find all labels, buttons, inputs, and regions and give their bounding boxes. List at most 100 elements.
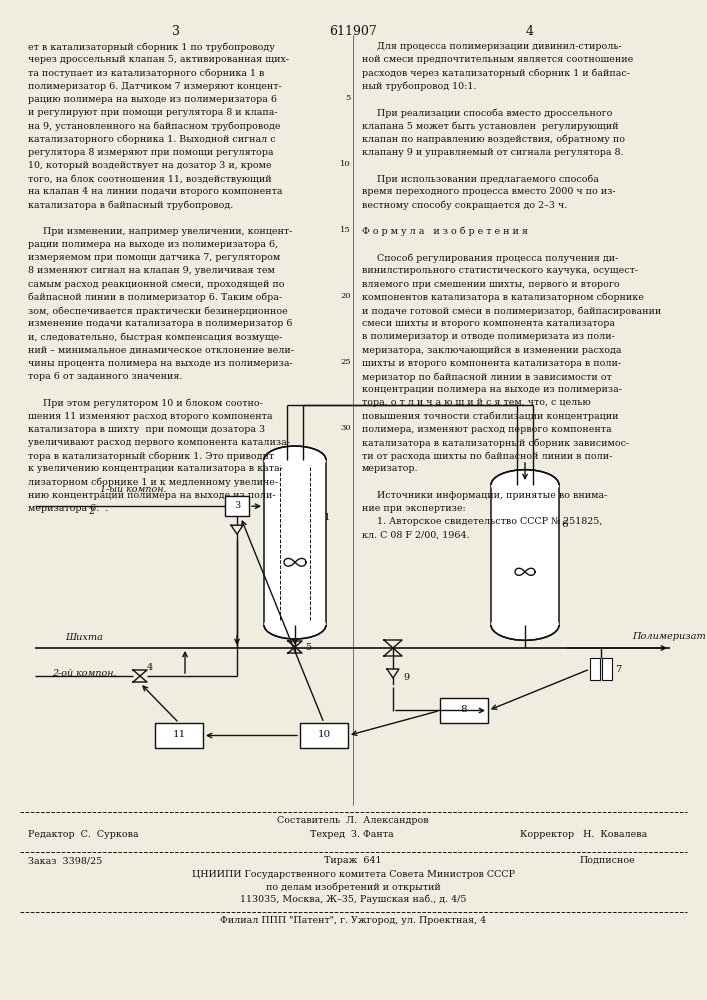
Text: ный трубопровод 10:1.: ный трубопровод 10:1. xyxy=(362,82,477,91)
Text: зом, обеспечивается практически безинерционное: зом, обеспечивается практически безинерц… xyxy=(28,306,288,316)
Text: катализатора в байпасный трубопровод.: катализатора в байпасный трубопровод. xyxy=(28,200,233,210)
Text: катализатора в шихту  при помощи дозатора 3: катализатора в шихту при помощи дозатора… xyxy=(28,425,265,434)
Text: Филиал ППП "Патент", г. Ужгород, ул. Проектная, 4: Филиал ППП "Патент", г. Ужгород, ул. Про… xyxy=(220,916,486,925)
Text: 10: 10 xyxy=(317,730,331,739)
Text: 4: 4 xyxy=(526,25,534,38)
Text: Составитель  Л.  Александров: Составитель Л. Александров xyxy=(277,816,429,825)
Text: 5: 5 xyxy=(305,643,311,652)
Bar xyxy=(225,496,249,516)
Text: кл. С 08 F 2/00, 1964.: кл. С 08 F 2/00, 1964. xyxy=(362,530,469,539)
Text: 2-ой компон.: 2-ой компон. xyxy=(52,670,117,678)
Text: Тираж  641: Тираж 641 xyxy=(325,856,382,865)
Text: 2: 2 xyxy=(88,507,93,516)
Text: регулятора 8 измеряют при помощи регулятора: регулятора 8 измеряют при помощи регулят… xyxy=(28,148,274,157)
Text: Шихта: Шихта xyxy=(65,633,103,642)
Text: 8 изменяют сигнал на клапан 9, увеличивая тем: 8 изменяют сигнал на клапан 9, увеличива… xyxy=(28,266,275,275)
Text: рации полимера на выходе из полимеризатора 6,: рации полимера на выходе из полимеризато… xyxy=(28,240,278,249)
Text: 1: 1 xyxy=(324,513,331,522)
Text: ние при экспертизе:: ние при экспертизе: xyxy=(362,504,466,513)
Text: 20: 20 xyxy=(341,292,351,300)
Text: байпасной линии в полимеризатор 6. Таким обра-: байпасной линии в полимеризатор 6. Таким… xyxy=(28,293,282,302)
Text: Техред  З. Фанта: Техред З. Фанта xyxy=(310,830,394,839)
Text: 25: 25 xyxy=(340,358,351,366)
Text: меризатора, заключающийся в изменении расхода: меризатора, заключающийся в изменении ра… xyxy=(362,346,621,355)
Text: та поступает из катализаторного сборника 1 в: та поступает из катализаторного сборника… xyxy=(28,68,264,78)
Text: катализаторного сборника 1. Выходной сигнал с: катализаторного сборника 1. Выходной сиг… xyxy=(28,134,276,144)
Text: винилстирольного статистического каучука, осущест-: винилстирольного статистического каучука… xyxy=(362,266,638,275)
Text: увеличивают расход первого компонента катализа-: увеличивают расход первого компонента ка… xyxy=(28,438,290,447)
Text: тора 6 от заданного значения.: тора 6 от заданного значения. xyxy=(28,372,182,381)
Text: При использовании предлагаемого способа: При использовании предлагаемого способа xyxy=(362,174,599,184)
Text: тора в катализаторный сборник 1. Это приводит: тора в катализаторный сборник 1. Это при… xyxy=(28,451,274,461)
Text: При изменении, например увеличении, концент-: При изменении, например увеличении, конц… xyxy=(28,227,293,236)
Text: 10, который воздействует на дозатор 3 и, кроме: 10, который воздействует на дозатор 3 и,… xyxy=(28,161,271,170)
Text: клапан по направлению воздействия, обратному по: клапан по направлению воздействия, обрат… xyxy=(362,134,625,144)
Text: лизаторном сборнике 1 и к медленному увеличе-: лизаторном сборнике 1 и к медленному уве… xyxy=(28,478,278,487)
Text: на клапан 4 на линии подачи второго компонента: на клапан 4 на линии подачи второго комп… xyxy=(28,187,283,196)
Text: 11: 11 xyxy=(173,730,186,739)
Text: измеряемом при помощи датчика 7, регулятором: измеряемом при помощи датчика 7, регулят… xyxy=(28,253,280,262)
Text: 15: 15 xyxy=(340,226,351,234)
Bar xyxy=(491,485,559,625)
Text: катализатора в катализаторный сборник зависимос-: катализатора в катализаторный сборник за… xyxy=(362,438,629,448)
Text: 3: 3 xyxy=(234,501,240,510)
Text: и регулируют при помощи регулятора 8 и клапа-: и регулируют при помощи регулятора 8 и к… xyxy=(28,108,278,117)
Text: 9: 9 xyxy=(403,674,409,682)
Text: клапану 9 и управляемый от сигнала регулятора 8.: клапану 9 и управляемый от сигнала регул… xyxy=(362,148,624,157)
Text: Редактор  С.  Суркова: Редактор С. Суркова xyxy=(28,830,139,839)
Text: 30: 30 xyxy=(340,424,351,432)
Text: меризатор.: меризатор. xyxy=(362,464,419,473)
Text: Способ регулирования процесса получения ди-: Способ регулирования процесса получения … xyxy=(362,253,619,263)
Bar xyxy=(590,658,600,680)
Text: тора, о т л и ч а ю щ и й с я тем, что, с целью: тора, о т л и ч а ю щ и й с я тем, что, … xyxy=(362,398,590,407)
Text: чины процента полимера на выходе из полимериза-: чины процента полимера на выходе из поли… xyxy=(28,359,293,368)
Text: 5: 5 xyxy=(346,94,351,102)
Text: Заказ  3398/25: Заказ 3398/25 xyxy=(28,856,103,865)
Text: меризатора 6.  .: меризатора 6. . xyxy=(28,504,108,513)
Bar xyxy=(155,723,203,748)
Text: через дроссельный клапан 5, активированная щих-: через дроссельный клапан 5, активированн… xyxy=(28,55,289,64)
Text: 1-ый компон.: 1-ый компон. xyxy=(100,485,167,494)
Text: 1. Авторское свидетельство СССР № 251825,: 1. Авторское свидетельство СССР № 251825… xyxy=(362,517,602,526)
Text: и подаче готовой смеси в полимеризатор, байпасировании: и подаче готовой смеси в полимеризатор, … xyxy=(362,306,661,316)
Text: к увеличению концентрации катализатора в ката-: к увеличению концентрации катализатора в… xyxy=(28,464,283,473)
Text: клапана 5 может быть установлен  регулирующий: клапана 5 может быть установлен регулиру… xyxy=(362,121,619,131)
Ellipse shape xyxy=(491,610,559,640)
Text: по делам изобретений и открытий: по делам изобретений и открытий xyxy=(266,882,440,892)
Text: того, на блок соотношения 11, воздействующий: того, на блок соотношения 11, воздейству… xyxy=(28,174,271,184)
Text: меризатор по байпасной линии в зависимости от: меризатор по байпасной линии в зависимос… xyxy=(362,372,612,381)
Text: Для процесса полимеризации дивинил-стироль-: Для процесса полимеризации дивинил-стиро… xyxy=(362,42,621,51)
Bar xyxy=(264,460,326,625)
Text: изменение подачи катализатора в полимеризатор 6: изменение подачи катализатора в полимери… xyxy=(28,319,293,328)
Text: 8: 8 xyxy=(461,705,467,714)
Text: расходов через катализаторный сборник 1 и байпас-: расходов через катализаторный сборник 1 … xyxy=(362,68,630,78)
Text: время переходного процесса вместо 2000 ч по из-: время переходного процесса вместо 2000 ч… xyxy=(362,187,616,196)
Text: повышения точности стабилизации концентрации: повышения точности стабилизации концентр… xyxy=(362,412,619,421)
Text: 10: 10 xyxy=(340,160,351,168)
Text: на 9, установленного на байпасном трубопроводе: на 9, установленного на байпасном трубоп… xyxy=(28,121,281,131)
Text: концентрации полимера на выходе из полимериза-: концентрации полимера на выходе из полим… xyxy=(362,385,622,394)
Text: 611907: 611907 xyxy=(329,25,377,38)
Text: шихты и второго компонента катализатора в поли-: шихты и второго компонента катализатора … xyxy=(362,359,621,368)
Text: Полимеризат: Полимеризат xyxy=(632,632,706,641)
Text: Корректор   Н.  Ковалева: Корректор Н. Ковалева xyxy=(520,830,647,839)
Text: ний – минимальное динамическое отклонение вели-: ний – минимальное динамическое отклонени… xyxy=(28,346,294,355)
Text: 4: 4 xyxy=(147,664,153,672)
Text: Источники информации, принятые во внима-: Источники информации, принятые во внима- xyxy=(362,491,607,500)
Ellipse shape xyxy=(264,446,326,474)
Text: и, следовательно, быстрая компенсация возмуще-: и, следовательно, быстрая компенсация во… xyxy=(28,332,283,342)
Text: вляемого при смешении шихты, первого и второго: вляемого при смешении шихты, первого и в… xyxy=(362,280,619,289)
Text: 7: 7 xyxy=(615,666,621,674)
Text: Подписное: Подписное xyxy=(580,856,636,865)
Bar xyxy=(300,723,348,748)
Text: 3: 3 xyxy=(172,25,180,38)
Text: рацию полимера на выходе из полимеризатора 6: рацию полимера на выходе из полимеризато… xyxy=(28,95,277,104)
Text: нию концентрации полимера на выходе из поли-: нию концентрации полимера на выходе из п… xyxy=(28,491,276,500)
Text: полимера, изменяют расход первого компонента: полимера, изменяют расход первого компон… xyxy=(362,425,612,434)
Text: ти от расхода шихты по байпасной линии в поли-: ти от расхода шихты по байпасной линии в… xyxy=(362,451,612,461)
Text: в полимеризатор и отводе полимеризата из поли-: в полимеризатор и отводе полимеризата из… xyxy=(362,332,615,341)
Text: Ф о р м у л а   и з о б р е т е н и я: Ф о р м у л а и з о б р е т е н и я xyxy=(362,227,528,236)
Text: 6: 6 xyxy=(561,520,568,529)
Text: самым расход реакционной смеси, проходящей по: самым расход реакционной смеси, проходящ… xyxy=(28,280,284,289)
Text: ет в катализаторный сборник 1 по трубопроводу: ет в катализаторный сборник 1 по трубопр… xyxy=(28,42,275,51)
